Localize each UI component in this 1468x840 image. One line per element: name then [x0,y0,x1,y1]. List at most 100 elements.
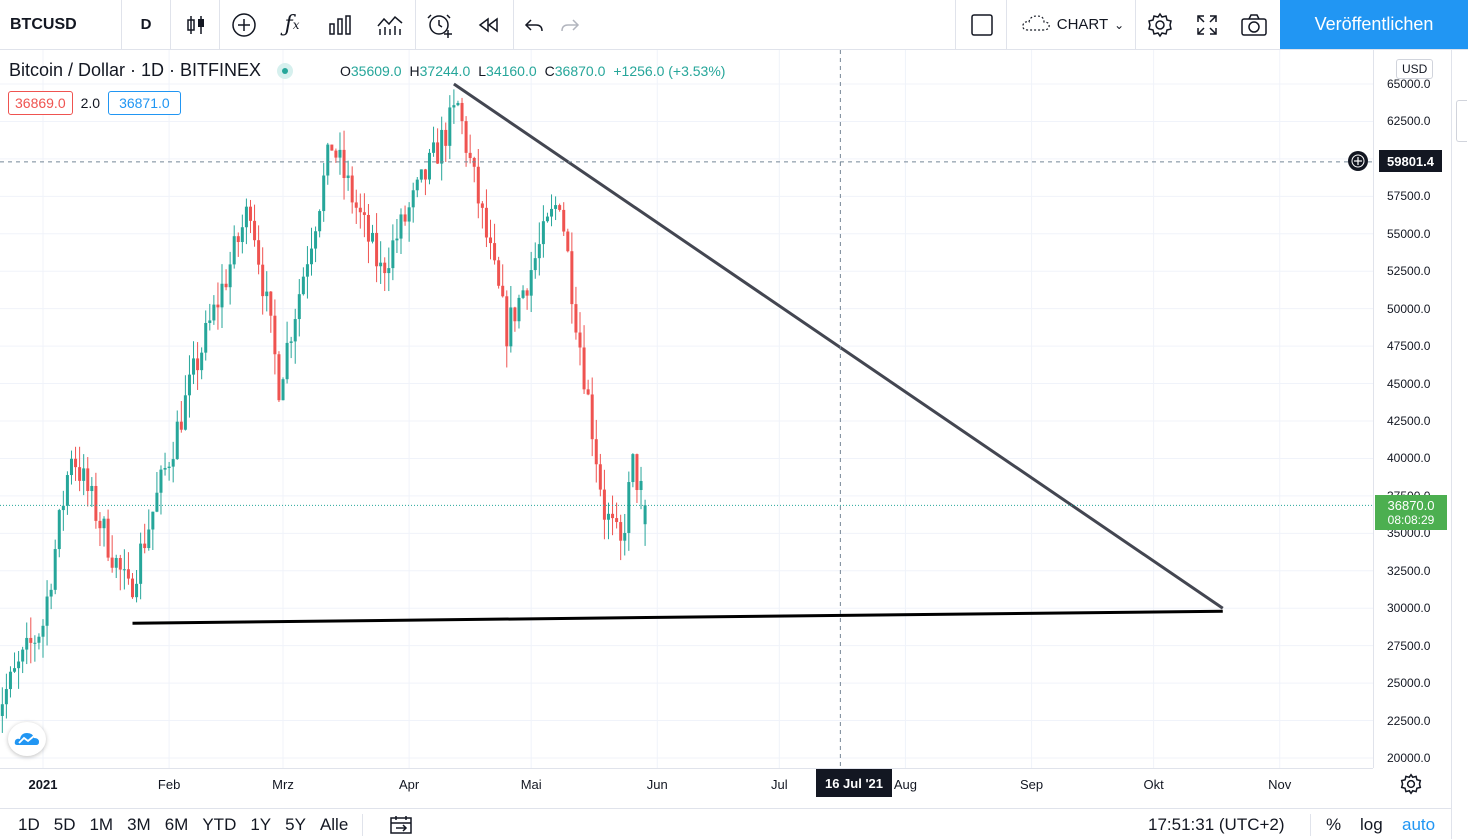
add-price-alert-icon[interactable] [1348,151,1368,171]
compare-add-icon[interactable] [222,0,266,49]
candle-body [615,518,619,523]
range-ytd[interactable]: YTD [202,814,237,834]
candle-body [183,395,187,430]
right-side-panel[interactable] [1451,50,1468,839]
interval-button[interactable]: D [140,16,152,33]
range-5y[interactable]: 5Y [285,814,306,834]
chevron-down-icon: ⌄ [1114,17,1125,32]
log-scale-toggle[interactable]: log [1360,814,1383,834]
candle-body [65,475,69,506]
price-tick-label: 62500.0 [1387,114,1431,129]
range-1y[interactable]: 1Y [250,814,272,834]
candle-body [228,264,232,288]
candle-body [257,240,261,265]
axis-settings-gear-icon[interactable] [1400,773,1422,800]
templates-icon[interactable] [318,0,362,49]
time-tick-label: Aug [893,777,918,792]
candle-body [110,557,114,568]
candle-body [484,207,488,238]
candle-body [314,231,318,249]
candle-body [631,454,635,483]
candle-body [220,283,224,308]
candle-body [179,421,183,430]
candle-body [403,214,407,222]
camera-icon[interactable] [1232,0,1276,49]
candle-body [395,238,399,241]
candle-body [285,342,289,380]
range-all[interactable]: Alle [319,814,349,834]
candle-body [602,489,606,520]
crosshair [0,50,1373,768]
trendlines[interactable] [132,82,1224,625]
percent-scale-toggle[interactable]: % [1326,814,1342,834]
bottom-toolbar: 1D 5D 1M 3M 6M YTD 1Y 5Y Alle 17:51:31 (… [0,808,1451,840]
range-3m[interactable]: 3M [127,814,151,834]
toolbar-divider [121,0,122,49]
currency-label[interactable]: USD [1396,59,1434,79]
buy-button[interactable]: 36871.0 [108,91,181,115]
symbol-legend[interactable]: Bitcoin / Dollar · 1D · BITFINEX [9,60,294,81]
candle-body [175,421,179,460]
trendline [132,609,1223,625]
candle-body [411,190,415,208]
candle-body [362,212,366,215]
candle-body [37,636,41,643]
date-range-icon[interactable] [389,815,413,835]
candle-body [562,209,566,232]
candle-body [346,175,350,179]
candle-body [322,175,326,212]
publish-button[interactable]: Veröffentlichen [1280,0,1468,49]
candle-body [273,315,277,355]
chart-pane[interactable] [0,50,1373,768]
candle-body [493,243,497,261]
ohlc-open: O35609.0 [340,63,402,79]
sell-button[interactable]: 36869.0 [8,91,73,115]
candle-body [305,264,309,277]
redo-icon[interactable] [552,0,588,49]
candle-body [342,149,346,179]
panel-tab[interactable] [1456,100,1467,142]
candle-body [8,671,12,690]
replay-icon[interactable] [466,0,510,49]
candle-body [17,661,21,669]
alarm-icon[interactable] [418,0,462,49]
candle-body [525,290,529,296]
candle-body [13,668,17,672]
indicator-templates-icon[interactable] [368,0,412,49]
candle-body [456,102,460,106]
auto-scale-toggle[interactable]: auto [1402,814,1436,834]
candle-body [391,240,395,269]
range-1d[interactable]: 1D [18,814,40,834]
chart-canvas[interactable] [0,50,1373,768]
candle-body [375,232,379,267]
gear-icon[interactable] [1138,0,1182,49]
price-tick-label: 22500.0 [1387,713,1431,728]
price-tick-label: 57500.0 [1387,189,1431,204]
candle-body [216,304,220,308]
symbol-search-button[interactable]: BTCUSD [10,15,77,33]
clock-display[interactable]: 17:51:31 (UTC+2) [1148,814,1285,834]
fullscreen-icon[interactable] [1185,0,1229,49]
candle-body [261,264,265,297]
candle-body [289,341,293,343]
candle-body [366,214,370,242]
chart-save-button[interactable]: CHART ⌄ [1010,0,1135,49]
candle-body [151,511,155,530]
tradingview-logo[interactable] [8,722,46,756]
candle-body [623,532,627,541]
candle-body [61,505,65,511]
range-6m[interactable]: 6M [164,814,189,834]
range-5d[interactable]: 5D [53,814,76,834]
fullscreen-layout-icon[interactable] [960,0,1004,49]
candle-body [383,262,387,274]
range-1m[interactable]: 1M [89,814,114,834]
undo-icon[interactable] [516,0,552,49]
time-axis[interactable]: 2021 Feb Mrz Apr Mai Jun Jul Aug Sep Okt Nov [0,768,1373,801]
candle-style-icon[interactable] [176,0,216,49]
candle-body [208,320,212,323]
candle-body [114,557,118,568]
toolbar-divider [1310,813,1311,836]
candle-body [586,389,590,395]
candle-body [358,207,362,213]
